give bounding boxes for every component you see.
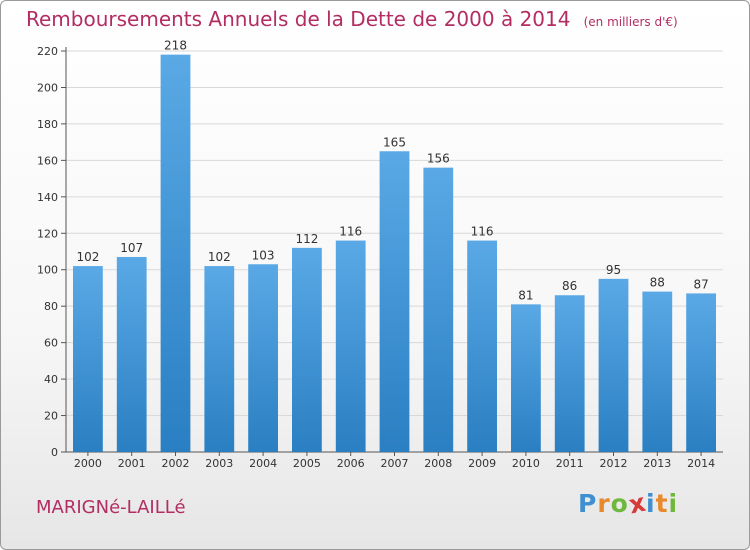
y-tick-label: 180 <box>37 118 58 131</box>
y-tick-label: 60 <box>44 337 58 350</box>
data-label-2007: 165 <box>383 135 406 149</box>
bar-2008 <box>423 167 454 452</box>
data-label-2008: 156 <box>427 152 450 166</box>
y-tick-label: 200 <box>37 81 58 94</box>
logo-letter: t <box>655 489 669 518</box>
data-label-2011: 86 <box>562 279 577 293</box>
bar-2002 <box>160 54 191 453</box>
bar-2013 <box>642 291 673 452</box>
bar-2000 <box>73 266 103 452</box>
x-tick-label-2013: 2013 <box>643 457 671 470</box>
commune-name: MARIGNé-LAILLé <box>36 497 186 518</box>
x-tick-label-2011: 2011 <box>556 457 584 470</box>
chart-unit: (en milliers d'€) <box>583 15 678 29</box>
bar-2005 <box>292 247 322 452</box>
x-tick-label-2001: 2001 <box>118 457 146 470</box>
logo-letter: i <box>646 489 656 518</box>
y-tick-label: 20 <box>44 410 58 423</box>
data-label-2013: 88 <box>650 276 665 290</box>
logo-letter: i <box>668 489 679 518</box>
y-tick-label: 160 <box>37 154 58 167</box>
x-tick-label-2014: 2014 <box>687 457 715 470</box>
x-tick-label-2000: 2000 <box>74 457 102 470</box>
x-tick-label-2005: 2005 <box>293 457 321 470</box>
y-tick-label: 120 <box>37 227 58 240</box>
data-label-2000: 102 <box>76 250 99 264</box>
bar-2006 <box>335 240 366 452</box>
y-tick-label: 140 <box>37 191 58 204</box>
bar-2003 <box>204 266 235 452</box>
x-tick-label-2007: 2007 <box>381 457 409 470</box>
data-label-2002: 218 <box>164 39 187 53</box>
data-label-2010: 81 <box>518 288 533 302</box>
chart-title-text: Remboursements Annuels de la Dette de 20… <box>26 7 571 31</box>
x-tick-label-2006: 2006 <box>337 457 365 470</box>
x-tick-label-2012: 2012 <box>600 457 628 470</box>
bar-2007 <box>379 151 410 452</box>
data-label-2001: 107 <box>120 241 143 255</box>
y-tick-label: 40 <box>44 373 58 386</box>
data-label-2005: 112 <box>295 232 318 246</box>
bar-2001 <box>116 256 147 452</box>
y-tick-label: 220 <box>37 45 58 58</box>
bar-2012 <box>598 278 629 452</box>
data-label-2009: 116 <box>471 225 494 239</box>
x-tick-label-2003: 2003 <box>205 457 233 470</box>
data-label-2004: 103 <box>252 248 275 262</box>
bar-2009 <box>467 240 497 452</box>
bar-2011 <box>554 295 585 452</box>
bar-2010 <box>511 304 541 452</box>
data-label-2006: 116 <box>339 225 362 239</box>
x-tick-label-2002: 2002 <box>162 457 190 470</box>
x-tick-label-2010: 2010 <box>512 457 540 470</box>
y-tick-label: 0 <box>51 446 58 459</box>
y-tick-label: 100 <box>37 264 58 277</box>
bar-2014 <box>686 293 716 452</box>
logo-letter: P <box>578 489 598 518</box>
proxiti-logo: Proxiti <box>578 488 679 520</box>
bar-2004 <box>248 264 278 452</box>
data-label-2014: 87 <box>693 277 708 291</box>
y-tick-label: 80 <box>44 300 58 313</box>
data-label-2012: 95 <box>606 263 621 277</box>
logo-letter: r <box>597 489 611 518</box>
logo-letter: o <box>610 489 629 518</box>
data-label-2003: 102 <box>208 250 231 264</box>
chart-title: Remboursements Annuels de la Dette de 20… <box>26 7 678 31</box>
x-tick-label-2008: 2008 <box>424 457 452 470</box>
x-tick-label-2009: 2009 <box>468 457 496 470</box>
x-tick-label-2004: 2004 <box>249 457 277 470</box>
